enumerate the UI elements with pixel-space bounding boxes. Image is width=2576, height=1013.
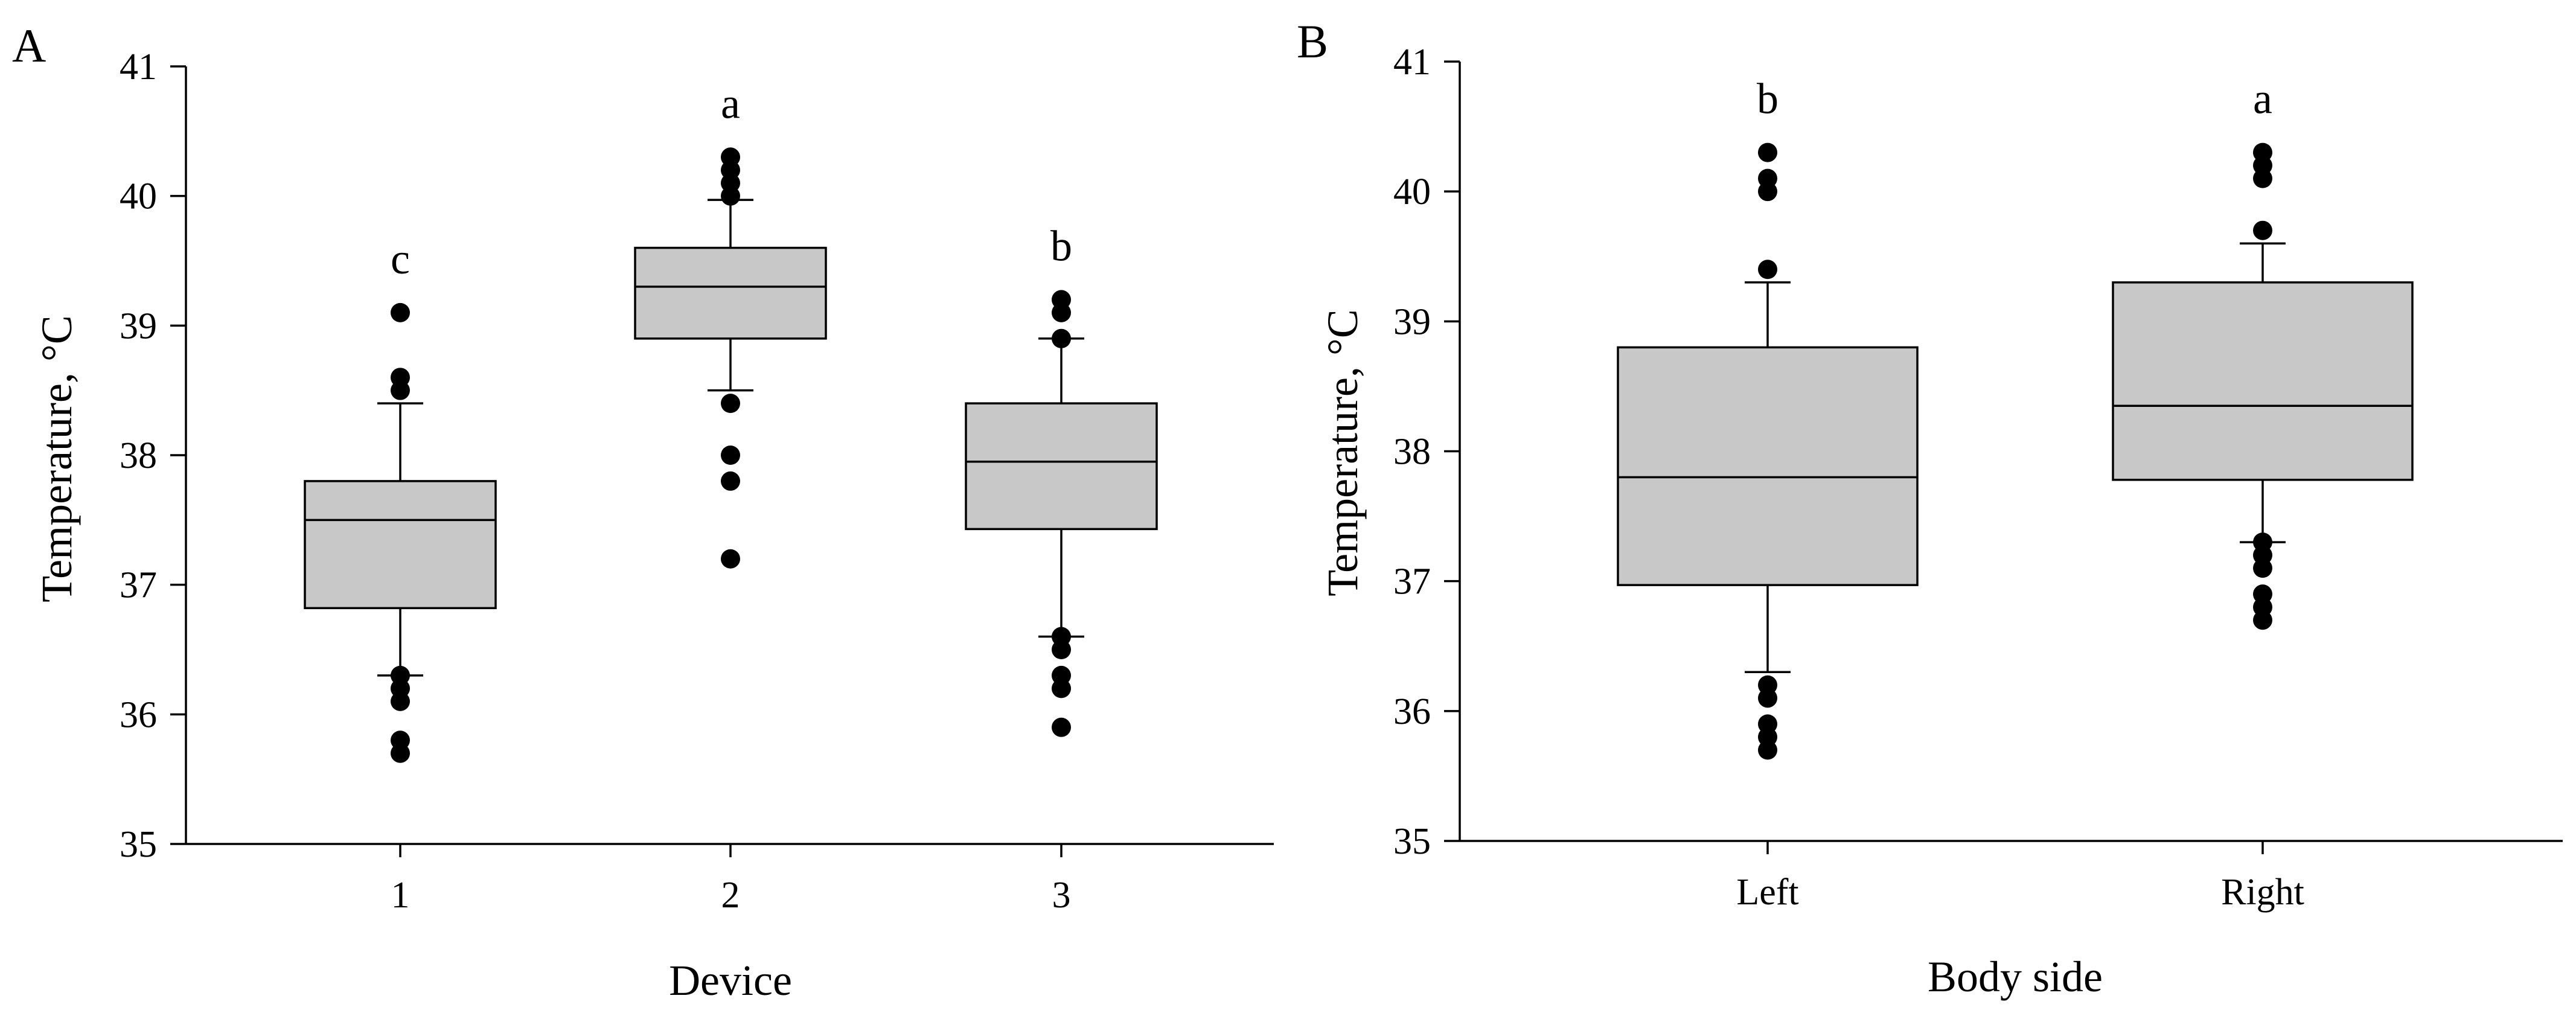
outlier-point [1052,290,1071,310]
panel-a-box-group: c [304,235,497,763]
significance-letter: a [721,79,740,127]
outlier-point [2253,142,2272,162]
panel-a-y-tick-label: 39 [120,305,157,347]
panel-b-y-tick-label: 40 [1393,171,1431,213]
panel-a-x-tick-label: 1 [391,875,410,916]
box-body [2112,281,2414,481]
panel-b-chart: B Body side Temperature, °C 35 36 37 38 39 40… [1297,15,2563,1001]
outlier-point [1758,142,1777,162]
panel-b-y-tick-label: 37 [1393,561,1431,602]
outlier-point [1758,168,1777,188]
panel-b-y-axis-label: Temperature, °C [1318,309,1367,596]
box-body [965,402,1158,531]
panel-a-box-group: b [965,222,1158,737]
outlier-point [391,730,410,750]
outlier-point [2253,220,2272,240]
outlier-point [391,368,410,388]
panel-b-box-group: a [2112,75,2414,630]
panel-a-y-axis-label: Temperature, °C [33,315,81,602]
panel-b-box-group: b [1617,75,1919,760]
outlier-point [1758,675,1777,695]
outlier-point [2253,584,2272,604]
outlier-point [1052,328,1071,348]
outlier-point [391,302,410,322]
panel-b-x-axis-label: Body side [1928,953,2103,1001]
panel-a-y-tick-label: 38 [120,435,157,476]
panel-a-x-tick-label: 2 [721,875,740,916]
outlier-point [391,665,410,685]
panel-b-y-tick-label: 39 [1393,301,1431,342]
outlier-point [1052,665,1071,685]
panel-a-letter: A [12,19,46,72]
panel-a-y-tick-label: 37 [120,565,157,606]
outlier-point [1052,717,1071,737]
panel-a-box-group: a [634,79,827,569]
panel-b-y-tick-label: 41 [1393,42,1431,83]
outlier-point [721,394,740,414]
panel-b-x-tick-label: Right [2221,872,2304,913]
box-body [634,246,827,340]
panel-b-y-tick-label: 36 [1393,691,1431,732]
panel-a-y-tick-label: 41 [120,46,157,88]
panel-a-y-tick-label: 40 [120,176,157,217]
outlier-point [721,147,740,167]
panel-b-y-tick-label: 38 [1393,432,1431,473]
outlier-point [1052,627,1071,647]
significance-letter: b [1757,75,1779,123]
panel-a-chart: A Device Temperature, °C 35 36 37 38 39 40 41 1… [12,19,1274,1005]
outlier-point [1758,714,1777,734]
outlier-point [2253,532,2272,552]
outlier-point [721,549,740,569]
box-body [304,480,497,610]
panel-a-x-axis-label: Device [669,956,792,1005]
panel-b-x-tick-label: Left [1736,872,1798,913]
significance-letter: b [1050,222,1072,270]
panel-a-x-tick-label: 3 [1052,875,1071,916]
outlier-point [721,446,740,465]
outlier-point [721,471,740,491]
panel-b-letter: B [1297,15,1328,68]
significance-letter: a [2253,75,2272,123]
panel-b-y-tick-label: 35 [1393,821,1431,862]
box-body [1617,346,1919,586]
panel-a-y-tick-label: 35 [120,824,157,865]
panel-a-y-tick-label: 36 [120,694,157,735]
outlier-point [1758,260,1777,280]
significance-letter: c [391,235,410,283]
